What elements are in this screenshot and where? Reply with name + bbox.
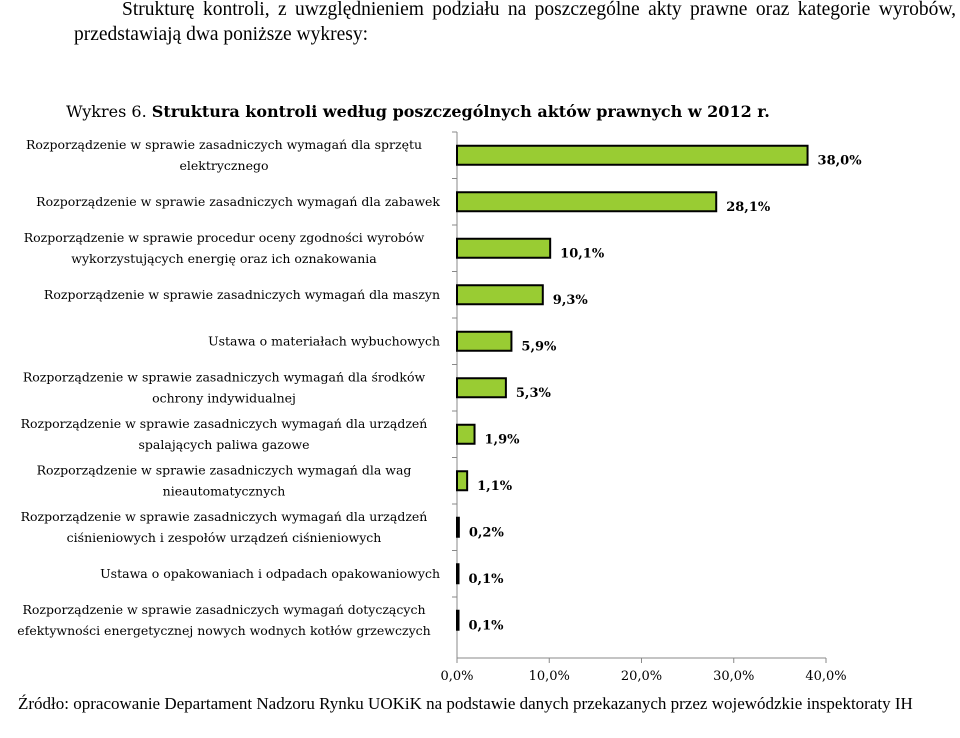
category-label: Rozporządzenie w sprawie zasadniczych wy…: [23, 369, 426, 405]
category-label: Rozporządzenie w sprawie zasadniczych wy…: [26, 137, 422, 173]
intro-line-1: Strukturę kontroli, z uwzględnieniem pod…: [122, 0, 790, 20]
bar-chart: 0,0% 10,0% 20,0% 30,0% 40,0% 38,0% Rozporządze…: [17, 131, 863, 684]
data-label: 1,1%: [477, 479, 513, 494]
bar: [456, 377, 507, 399]
bar: [456, 284, 544, 306]
bar: [456, 516, 460, 538]
x-tick-label: 0,0%: [440, 669, 473, 684]
data-label: 5,9%: [521, 339, 557, 354]
data-label: 0,2%: [469, 525, 505, 540]
bar: [456, 609, 460, 631]
intro-paragraph: Strukturę kontroli, z uwzględnieniem pod…: [74, 0, 956, 47]
bar: [456, 563, 460, 585]
data-label: 0,1%: [469, 572, 505, 587]
data-label: 1,9%: [485, 432, 521, 447]
source-note: Źródło: opracowanie Departament Nadzoru …: [18, 694, 913, 713]
bar: [456, 423, 476, 445]
category-label: Ustawa o opakowaniach i odpadach opakowa…: [100, 566, 440, 581]
category-label: Rozporządzenie w sprawie zasadniczych wy…: [44, 287, 440, 302]
chart-title-prefix: Wykres 6.: [66, 102, 147, 121]
data-label: 0,1%: [469, 618, 505, 633]
bar: [456, 144, 809, 166]
category-label: Rozporządzenie w sprawie zasadniczych wy…: [36, 194, 440, 209]
category-label: Rozporządzenie w sprawie zasadniczych wy…: [21, 509, 428, 545]
x-tick-label: 40,0%: [805, 669, 846, 684]
data-label: 5,3%: [516, 386, 552, 401]
category-label: Ustawa o materiałach wybuchowych: [208, 333, 440, 348]
data-label: 38,0%: [818, 153, 863, 168]
data-label: 28,1%: [726, 200, 771, 215]
data-label: 10,1%: [560, 246, 605, 261]
category-label: Rozporządzenie w sprawie zasadniczych wy…: [17, 602, 430, 638]
category-label: Rozporządzenie w sprawie zasadniczych wy…: [37, 462, 412, 498]
category-label: Rozporządzenie w sprawie zasadniczych wy…: [21, 416, 428, 452]
x-tick-label: 10,0%: [529, 669, 570, 684]
x-tick-label: 20,0%: [621, 669, 662, 684]
chart-title-text: Struktura kontroli według poszczególnych…: [151, 102, 770, 121]
bar: [456, 330, 513, 352]
intro-line-2: kategorie wyrobów, przedstawiają dwa pon…: [74, 0, 957, 45]
category-label: Rozporządzenie w sprawie procedur oceny …: [24, 230, 425, 266]
data-label: 9,3%: [553, 293, 589, 308]
chart-title: Wykres 6. Struktura kontroli według posz…: [0, 102, 836, 121]
bar: [456, 237, 552, 259]
bar: [456, 470, 469, 492]
x-tick-label: 30,0%: [713, 669, 754, 684]
bar: [456, 191, 718, 213]
